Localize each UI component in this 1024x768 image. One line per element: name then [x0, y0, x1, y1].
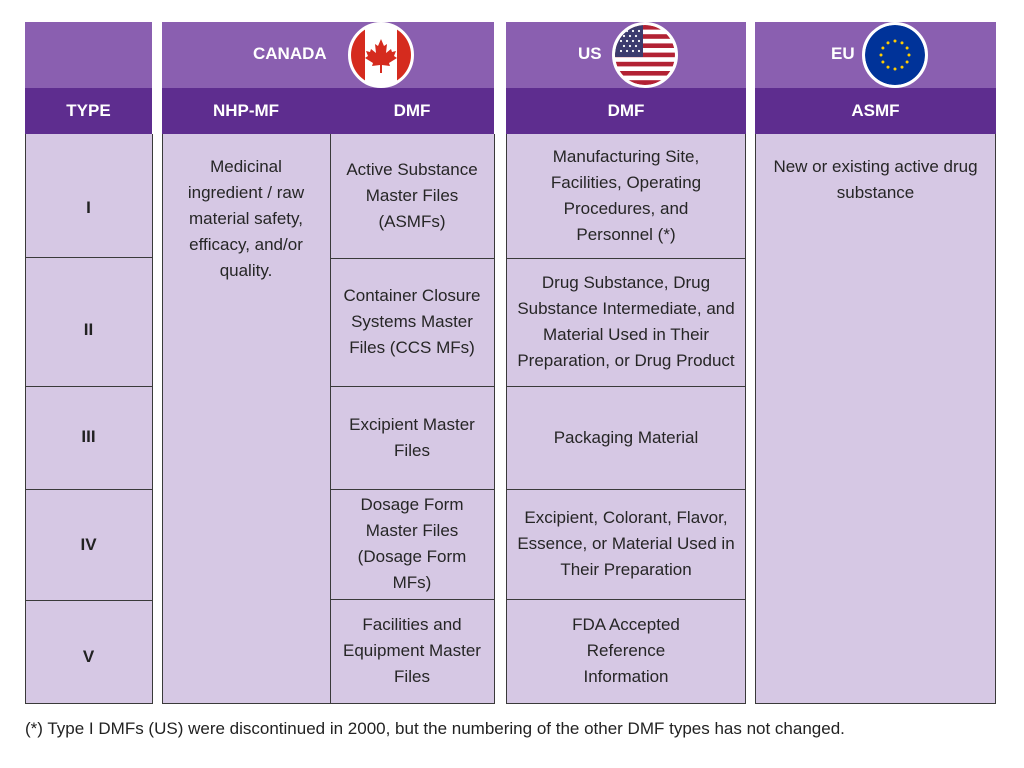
canada-dmf-cell-iii: Excipient Master Files — [330, 386, 494, 489]
type-label-v: V — [82, 647, 95, 666]
eu-asmf-header: ASMF — [755, 88, 996, 134]
canada-dmf-cell-v: Facilities and Equipment Master Files — [330, 599, 494, 703]
canada-header: CANADA — [162, 22, 494, 88]
us-title: US — [578, 44, 602, 63]
type-label-iii: III — [81, 427, 96, 446]
canada-nhp-mf-header: NHP-MF — [162, 88, 330, 134]
canada-dmf-cell-ii: Container Closure Systems Master Files (… — [330, 258, 494, 386]
canada-flag-icon — [348, 22, 414, 88]
type-column-header: TYPE — [25, 88, 152, 134]
canada-dmf-header: DMF — [330, 88, 494, 134]
eu-title: EU — [831, 44, 855, 63]
us-dmf-cell-iii: Packaging Material — [506, 386, 746, 489]
us-dmf-cell-v: FDA Accepted Reference Information — [506, 599, 746, 703]
type-label-i: I — [86, 198, 91, 217]
type-label-iv: IV — [80, 535, 97, 554]
eu-asmf-cell: New or existing active drug substance — [755, 134, 996, 703]
canada-title: CANADA — [253, 44, 327, 63]
us-dmf-header: DMF — [506, 88, 746, 134]
canada-nhp-mf-cell: Medicinal ingredient / raw material safe… — [162, 134, 330, 703]
eu-flag-icon — [862, 22, 928, 88]
us-dmf-cell-ii: Drug Substance, Drug Substance Intermedi… — [506, 258, 746, 386]
type-header-top — [25, 22, 152, 88]
canada-dmf-cell-i: Active Substance Master Files (ASMFs) — [330, 134, 494, 258]
us-dmf-cell-iv: Excipient, Colorant, Flavor, Essence, or… — [506, 489, 746, 599]
type-label-ii: II — [83, 320, 94, 339]
footnote: (*) Type I DMFs (US) were discontinued i… — [25, 719, 845, 738]
us-flag-icon — [612, 22, 678, 88]
us-dmf-cell-i: Manufacturing Site, Facilities, Operatin… — [506, 134, 746, 258]
type-column-body — [25, 134, 152, 703]
canada-dmf-cell-iv: Dosage Form Master Files (Dosage Form MF… — [330, 489, 494, 599]
